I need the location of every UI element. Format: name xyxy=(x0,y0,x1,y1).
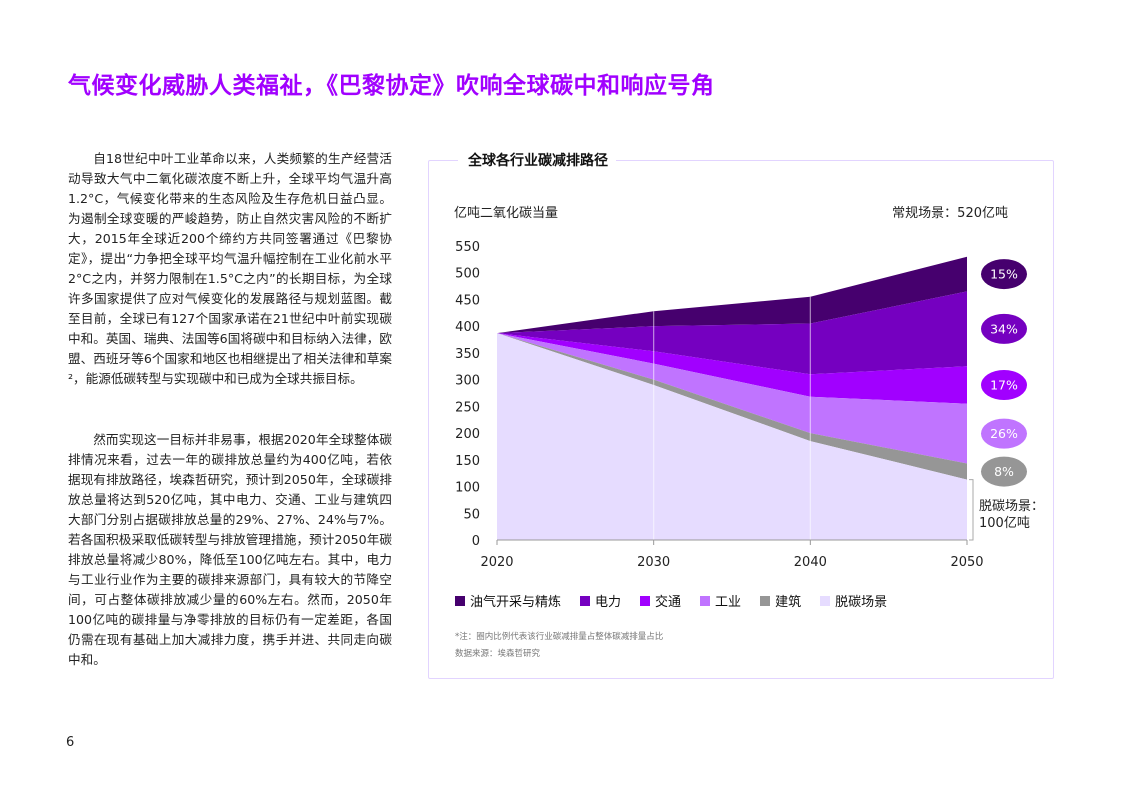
legend-swatch xyxy=(700,595,711,606)
body-paragraph-1: 自18世纪中叶工业革命以来，人类频繁的生产经营活动导致大气中二氧化碳浓度不断上升… xyxy=(68,149,392,389)
y-tick-label: 300 xyxy=(455,374,480,389)
share-label-transport: 17% xyxy=(990,377,1018,392)
y-tick-label: 550 xyxy=(455,240,480,255)
legend-item-power: 电力 xyxy=(580,591,621,610)
x-tick-label: 2020 xyxy=(480,555,513,570)
chart-frame xyxy=(428,160,1054,679)
area-building xyxy=(497,333,967,480)
share-badge-building xyxy=(981,456,1027,487)
share-badge-oil_gas xyxy=(981,259,1027,290)
legend-label: 交通 xyxy=(655,595,682,610)
decarb-bracket xyxy=(969,479,974,541)
paragraph-1-text: 自18世纪中叶工业革命以来，人类频繁的生产经营活动导致大气中二氧化碳浓度不断上升… xyxy=(68,151,392,386)
area-industry xyxy=(497,333,967,464)
legend-item-decarb: 脱碳场景 xyxy=(820,591,887,610)
legend-label: 建筑 xyxy=(775,595,802,610)
y-tick-label: 50 xyxy=(463,507,480,522)
share-badge-power xyxy=(981,313,1027,344)
legend-item-building: 建筑 xyxy=(760,591,801,610)
share-label-industry: 26% xyxy=(990,426,1018,441)
source-text: 数据来源：埃森哲研究 xyxy=(455,649,541,659)
area-transport xyxy=(497,333,967,404)
y-tick-label: 150 xyxy=(455,454,480,469)
y-tick-label: 200 xyxy=(455,427,480,442)
y-tick-label: 100 xyxy=(455,481,480,496)
legend-item-oil_gas: 油气开采与精炼 xyxy=(455,591,561,610)
legend-swatch xyxy=(760,595,771,606)
page-title: 气候变化威胁人类福祉，《巴黎协定》吹响全球碳中和响应号角 xyxy=(68,73,715,99)
share-label-power: 34% xyxy=(990,321,1018,336)
legend-label: 电力 xyxy=(595,595,622,610)
x-tick-label: 2050 xyxy=(950,555,983,570)
y-tick-label: 250 xyxy=(455,400,480,415)
y-tick-label: 400 xyxy=(455,320,480,335)
decarb-scenario-value: 100亿吨 xyxy=(979,516,1030,531)
y-tick-label: 350 xyxy=(455,347,480,362)
legend-swatch xyxy=(640,595,651,606)
legend-swatch xyxy=(580,595,591,606)
x-tick-label: 2040 xyxy=(794,555,827,570)
area-decarb xyxy=(497,333,967,540)
legend-item-industry: 工业 xyxy=(700,591,741,610)
area-power xyxy=(497,291,967,375)
legend-item-transport: 交通 xyxy=(640,591,681,610)
share-badge-transport xyxy=(981,369,1027,400)
y-tick-label: 0 xyxy=(472,534,480,549)
chart-legend: 油气开采与精炼 电力 交通 工业 建筑 脱碳场景 xyxy=(455,591,906,610)
page-number: 6 xyxy=(66,735,75,750)
body-paragraph-2: 然而实现这一目标并非易事，根据2020年全球整体碳排情况来看，过去一年的碳排放总… xyxy=(68,430,392,670)
y-tick-label: 500 xyxy=(455,267,480,282)
x-tick-label: 2030 xyxy=(637,555,670,570)
share-badge-industry xyxy=(981,418,1027,449)
legend-label: 油气开采与精炼 xyxy=(470,595,562,610)
area-oil_gas xyxy=(497,256,967,334)
chart-title: 全球各行业碳减排路径 xyxy=(458,150,616,170)
baseline-scenario-label: 常规场景：520亿吨 xyxy=(892,206,1008,221)
y-axis-label: 亿吨二氧化碳当量 xyxy=(454,206,558,221)
chart-footnote: *注：圈内比例代表该行业碳减排量占整体碳减排量占比 数据来源：埃森哲研究 xyxy=(455,629,663,663)
decarb-scenario-label: 脱碳场景： xyxy=(979,499,1044,514)
legend-swatch xyxy=(820,595,831,606)
share-label-building: 8% xyxy=(994,464,1014,479)
footnote-text: *注：圈内比例代表该行业碳减排量占整体碳减排量占比 xyxy=(455,632,664,642)
legend-swatch xyxy=(455,595,465,606)
y-tick-label: 450 xyxy=(455,293,480,308)
legend-label: 工业 xyxy=(715,595,742,610)
share-label-oil_gas: 15% xyxy=(990,267,1018,282)
emissions-area-chart: 亿吨二氧化碳当量 常规场景：520亿吨 0 50 100 150 200 250 300 350 4… xyxy=(454,206,1044,570)
paragraph-2-text: 然而实现这一目标并非易事，根据2020年全球整体碳排情况来看，过去一年的碳排放总… xyxy=(68,432,392,667)
legend-label: 脱碳场景 xyxy=(835,595,888,610)
